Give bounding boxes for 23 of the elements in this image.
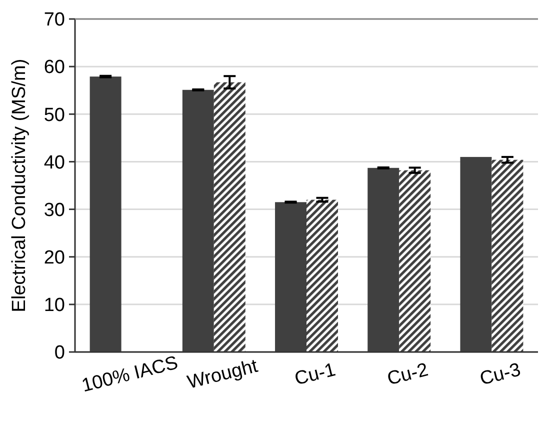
x-tick-label: Wrought [185, 356, 260, 394]
bar [492, 160, 524, 352]
bar [275, 202, 306, 352]
y-tick-label: 70 [44, 10, 65, 31]
y-tick-label: 50 [44, 104, 65, 126]
bar [460, 156, 492, 352]
x-tick-label: 100% IACS [80, 352, 180, 397]
bar [399, 170, 431, 352]
y-tick-label: 40 [44, 152, 65, 174]
bar [214, 82, 246, 352]
x-tick-label: Cu-3 [478, 359, 523, 390]
bar [368, 168, 400, 352]
y-tick-label: 30 [44, 200, 65, 221]
y-axis-title: Electrical Conductivity (MS/m) [9, 58, 30, 312]
x-tick-label: Cu-2 [385, 359, 430, 390]
x-tick-label: Cu-1 [292, 359, 338, 390]
y-tick-label: 10 [44, 295, 65, 316]
y-tick-label: 0 [54, 342, 65, 364]
y-tick-label: 20 [44, 248, 65, 269]
y-tick-label: 60 [44, 57, 65, 78]
bar [306, 200, 338, 352]
bar [90, 76, 122, 352]
bar [182, 90, 214, 352]
